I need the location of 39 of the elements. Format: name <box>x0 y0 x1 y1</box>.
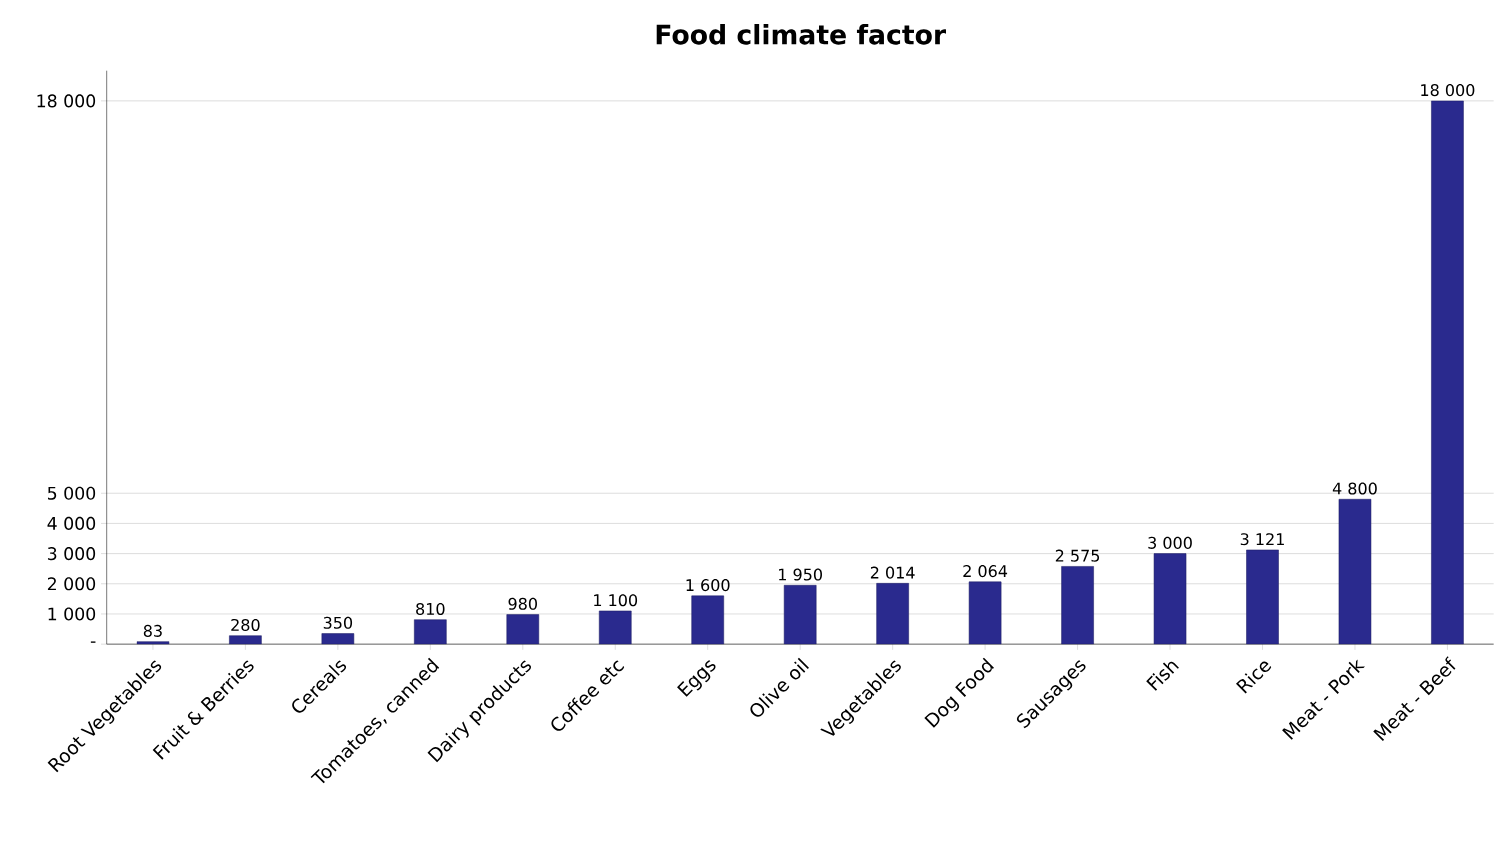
y-tick-label: 4 000 <box>47 516 96 530</box>
data-label: 280 <box>231 618 260 631</box>
bar <box>414 619 447 645</box>
data-label: 1 950 <box>779 568 822 581</box>
data-label: 18 000 <box>1421 83 1475 97</box>
y-tick-label: 5 000 <box>48 486 96 500</box>
y-tick-label: 2 000 <box>47 577 96 591</box>
data-label: 350 <box>323 616 353 629</box>
y-tick-label: 18 000 <box>37 94 96 108</box>
data-label: 2 064 <box>963 564 1008 578</box>
bar <box>968 581 1002 645</box>
bar <box>691 595 724 645</box>
bar <box>1153 553 1187 645</box>
data-label: 2 014 <box>870 566 915 579</box>
data-label: 3 000 <box>1148 536 1192 549</box>
bar <box>1061 566 1094 645</box>
bar <box>598 610 632 645</box>
x-tick-label: Fish <box>1146 661 1179 691</box>
y-tick-label: 1 000 <box>48 607 96 621</box>
data-label: 810 <box>416 602 445 615</box>
y-tick-label: - <box>90 641 96 643</box>
data-label: 4 800 <box>1332 482 1377 495</box>
bar <box>1338 498 1372 645</box>
data-label: 980 <box>508 597 537 610</box>
chart-title: Food climate factor <box>656 23 947 45</box>
data-label: 1 100 <box>594 594 638 607</box>
bar <box>229 635 262 645</box>
data-label: 3 121 <box>1240 533 1284 546</box>
bar <box>506 614 540 645</box>
bar <box>783 584 817 645</box>
bar <box>136 641 170 645</box>
data-label: 1 600 <box>686 578 730 592</box>
bar <box>321 633 355 645</box>
bar <box>1431 100 1464 645</box>
bar <box>876 582 909 645</box>
data-label: 2 575 <box>1055 549 1100 562</box>
bar <box>1246 549 1279 645</box>
y-tick-label: 3 000 <box>47 546 96 561</box>
data-label: 83 <box>143 624 162 637</box>
